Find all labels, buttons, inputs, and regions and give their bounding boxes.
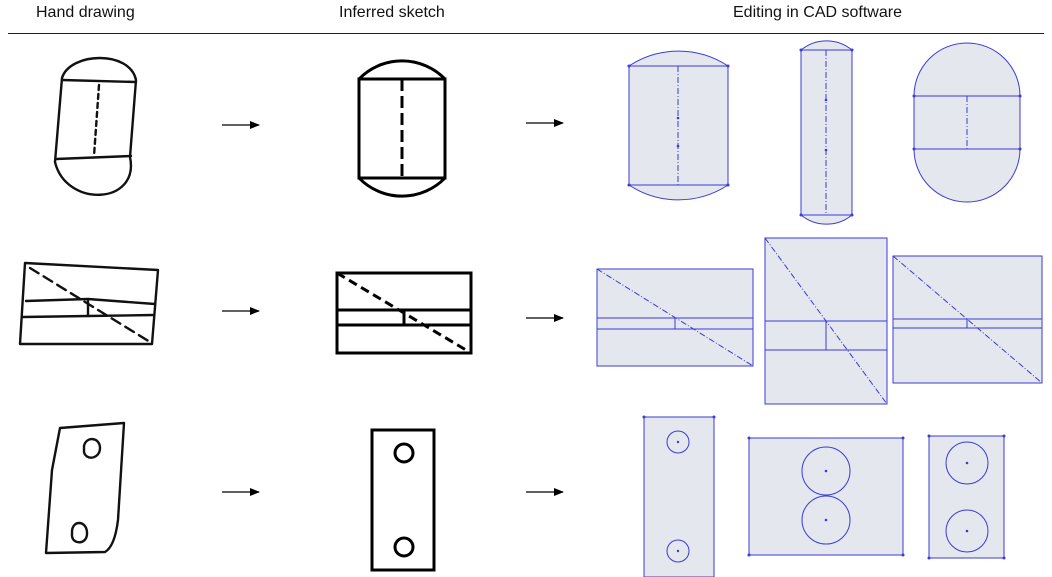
column-header-editing-cad: Editing in CAD software [733,4,902,21]
row1-cad-variant-2 [799,40,854,225]
row1-cad-variant-3 [912,42,1022,203]
row3-cad-variant-1 [642,415,716,577]
column-header-hand-drawing: Hand drawing [36,4,135,21]
row3-cad-variant-3 [927,434,1006,560]
row1-hand-drawing [53,56,138,196]
row2-inferred-sketch [335,271,473,355]
header-divider [8,33,1044,34]
row1-inferred-sketch [357,59,447,198]
row3-inferred-sketch [370,428,436,572]
row1-cad-variant-1 [627,50,730,201]
row2-hand-drawing [18,261,160,346]
column-header-inferred-sketch: Inferred sketch [339,4,445,21]
row2-cad-variant-3 [892,255,1043,384]
row2-cad-variant-2 [764,237,888,405]
row3-hand-drawing [44,421,126,555]
row2-cad-variant-1 [596,268,754,367]
row3-cad-variant-2 [747,436,905,557]
